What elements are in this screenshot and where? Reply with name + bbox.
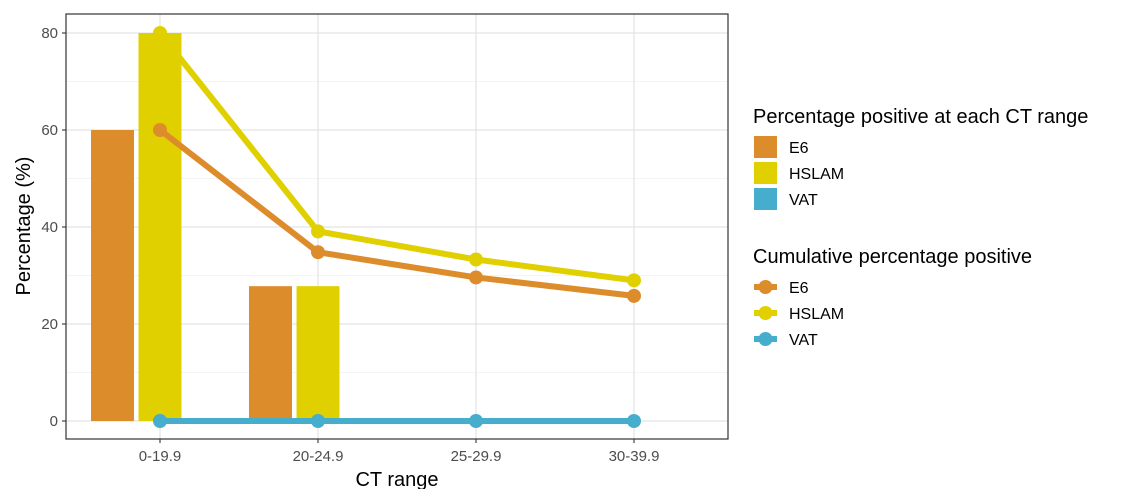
- x-axis: 0-19.9 20-24.9 25-29.9 30-39.9: [139, 439, 660, 465]
- legend-key-point: [758, 280, 773, 294]
- legend-label: VAT: [789, 332, 818, 349]
- bar-e6: [91, 130, 134, 421]
- point-e6: [469, 270, 483, 285]
- y-axis: 0 20 40 60 80: [41, 25, 66, 430]
- legend-label: E6: [789, 140, 809, 157]
- point-hslam: [469, 252, 483, 267]
- bar-e6: [249, 286, 292, 421]
- x-tick-label: 0-19.9: [139, 448, 182, 465]
- point-hslam: [627, 273, 641, 288]
- x-tick-label: 30-39.9: [609, 448, 660, 465]
- line-hslam: [157, 30, 637, 284]
- point-vat: [153, 414, 167, 428]
- point-vat: [311, 414, 325, 428]
- bars: [91, 33, 340, 421]
- x-tick-label: 20-24.9: [293, 448, 344, 465]
- x-axis-title: CT range: [355, 469, 438, 489]
- legend-label: HSLAM: [789, 166, 844, 183]
- y-tick-label: 80: [41, 25, 58, 42]
- legend-key-bar: [754, 136, 777, 158]
- point-vat: [469, 414, 483, 428]
- legend-title: Percentage positive at each CT range: [753, 106, 1088, 128]
- y-tick-label: 0: [50, 413, 58, 430]
- legend-label: E6: [789, 280, 809, 297]
- point-e6: [311, 245, 325, 260]
- y-axis-title: Percentage (%): [13, 157, 35, 296]
- point-hslam: [311, 224, 325, 239]
- bar-hslam: [296, 286, 340, 421]
- legend-key-point: [758, 306, 773, 320]
- legend-label: VAT: [789, 192, 818, 209]
- lines: [153, 26, 641, 428]
- legend: Percentage positive at each CT range E6 HS…: [753, 106, 1088, 349]
- legend-title: Cumulative percentage positive: [753, 246, 1032, 268]
- point-e6: [627, 288, 641, 303]
- legend-key-bar: [754, 188, 777, 210]
- point-vat: [627, 414, 641, 428]
- legend-key-bar: [754, 162, 777, 184]
- bar-hslam: [138, 33, 182, 421]
- y-tick-label: 20: [41, 316, 58, 333]
- line-e6: [157, 127, 637, 299]
- y-tick-label: 40: [41, 219, 58, 236]
- legend-label: HSLAM: [789, 306, 844, 323]
- x-tick-label: 25-29.9: [451, 448, 502, 465]
- point-e6: [153, 123, 167, 137]
- legend-key-point: [758, 332, 773, 346]
- y-tick-label: 60: [41, 122, 58, 139]
- point-hslam: [153, 26, 167, 40]
